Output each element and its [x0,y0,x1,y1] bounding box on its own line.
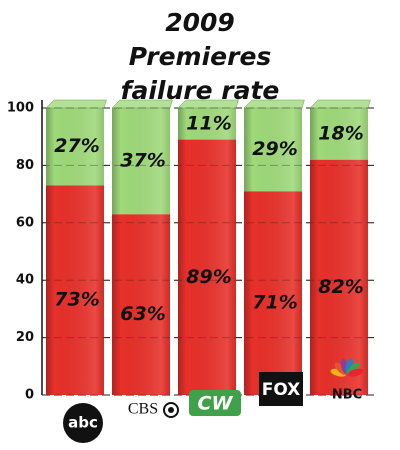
value-label: 27% [54,135,99,157]
y-tick-label: 40 [16,273,34,288]
value-label: 29% [252,138,297,160]
y-tick-label: 60 [16,215,34,230]
bar-top [111,99,173,109]
category-label: abc [68,414,98,432]
category-label: NBC [332,388,362,403]
value-label: 63% [120,303,165,325]
logo-badge [189,390,241,416]
y-tick-label: 20 [16,330,34,345]
value-label: 11% [186,112,231,134]
category-label: CBS [128,401,158,418]
value-label: 82% [318,276,363,298]
value-label: 71% [252,292,297,314]
bar-top [177,99,239,109]
bar-shade [310,108,368,160]
value-label: 37% [120,150,165,172]
y-tick-label: 0 [25,388,34,403]
bar-shade [46,185,104,395]
logo-eye-dot [168,407,174,413]
bar-shade [112,214,170,395]
bar-shade [244,191,302,395]
value-label: 73% [54,289,99,311]
bar-shade [178,108,236,140]
y-tick-label: 100 [7,101,34,116]
bar-shade [244,108,302,192]
bar-top [243,99,305,109]
bar-shade [310,159,368,395]
logo-badge [259,372,303,406]
bar-shade [46,108,104,186]
category-label: FOX [262,380,301,400]
bar-shade [178,139,236,395]
y-tick-label: 80 [16,158,34,173]
logo-eye [163,402,179,418]
logo-feather [347,368,364,377]
bar-shade [112,108,170,215]
value-label: 89% [186,266,231,288]
category-label: CW [198,393,234,415]
bar-top [45,99,107,109]
bar-top [309,99,371,109]
logo-badge [63,403,103,443]
value-label: 18% [318,122,363,144]
